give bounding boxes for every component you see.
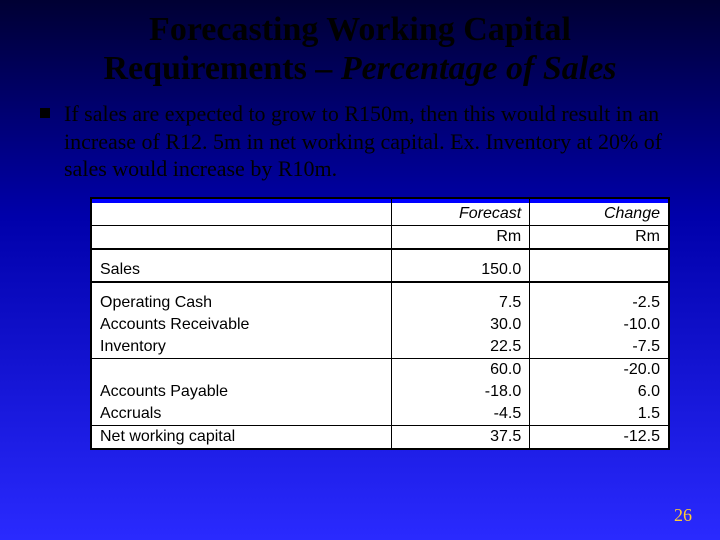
cell-label: Accounts Receivable <box>92 314 392 336</box>
table-unit-row: Rm Rm <box>92 225 668 249</box>
cell-change: -7.5 <box>530 336 668 359</box>
bullet-row: If sales are expected to grow to R150m, … <box>30 100 690 183</box>
slide: Forecasting Working Capital Requirements… <box>0 0 720 540</box>
cell-forecast: 7.5 <box>392 292 530 314</box>
cell-forecast: -18.0 <box>392 381 530 403</box>
cell-change: -20.0 <box>530 358 668 381</box>
row-net-working-capital: Net working capital 37.5 -12.5 <box>92 425 668 448</box>
cell-label <box>92 358 392 381</box>
cell-label: Accruals <box>92 403 392 426</box>
title-line-2: Requirements – Percentage of Sales <box>30 49 690 88</box>
cell-forecast: 30.0 <box>392 314 530 336</box>
forecast-table: Forecast Change Rm Rm Sales 150.0 Operat… <box>90 197 670 450</box>
cell-forecast: 22.5 <box>392 336 530 359</box>
row-subtotal: 60.0 -20.0 <box>92 358 668 381</box>
cell-change: -10.0 <box>530 314 668 336</box>
bullet-icon <box>40 108 50 118</box>
cell-forecast: 37.5 <box>392 425 530 448</box>
cell-change: -2.5 <box>530 292 668 314</box>
row-accounts-payable: Accounts Payable -18.0 6.0 <box>92 381 668 403</box>
row-sales: Sales 150.0 <box>92 259 668 282</box>
title-line-2a: Requirements – <box>103 50 340 87</box>
cell-change: 1.5 <box>530 403 668 426</box>
header-change: Change <box>530 203 668 226</box>
table-spacer <box>92 282 668 292</box>
row-operating-cash: Operating Cash 7.5 -2.5 <box>92 292 668 314</box>
title-line-2b: Percentage of Sales <box>341 50 617 87</box>
row-accruals: Accruals -4.5 1.5 <box>92 403 668 426</box>
table-spacer <box>92 249 668 259</box>
cell-forecast: 150.0 <box>392 259 530 282</box>
row-accounts-receivable: Accounts Receivable 30.0 -10.0 <box>92 314 668 336</box>
header-forecast: Forecast <box>392 203 530 226</box>
cell-change: 6.0 <box>530 381 668 403</box>
cell-change <box>530 259 668 282</box>
table-header-labels: Forecast Change <box>92 203 668 226</box>
cell-label: Inventory <box>92 336 392 359</box>
cell-forecast: 60.0 <box>392 358 530 381</box>
cell-label: Net working capital <box>92 425 392 448</box>
cell-label: Operating Cash <box>92 292 392 314</box>
cell-label: Accounts Payable <box>92 381 392 403</box>
slide-title: Forecasting Working Capital Requirements… <box>30 10 690 88</box>
unit-forecast: Rm <box>392 225 530 249</box>
page-number: 26 <box>674 505 692 526</box>
cell-change: -12.5 <box>530 425 668 448</box>
body-text: If sales are expected to grow to R150m, … <box>64 100 690 183</box>
unit-change: Rm <box>530 225 668 249</box>
row-inventory: Inventory 22.5 -7.5 <box>92 336 668 359</box>
title-line-1: Forecasting Working Capital <box>30 10 690 49</box>
cell-forecast: -4.5 <box>392 403 530 426</box>
cell-label: Sales <box>92 259 392 282</box>
